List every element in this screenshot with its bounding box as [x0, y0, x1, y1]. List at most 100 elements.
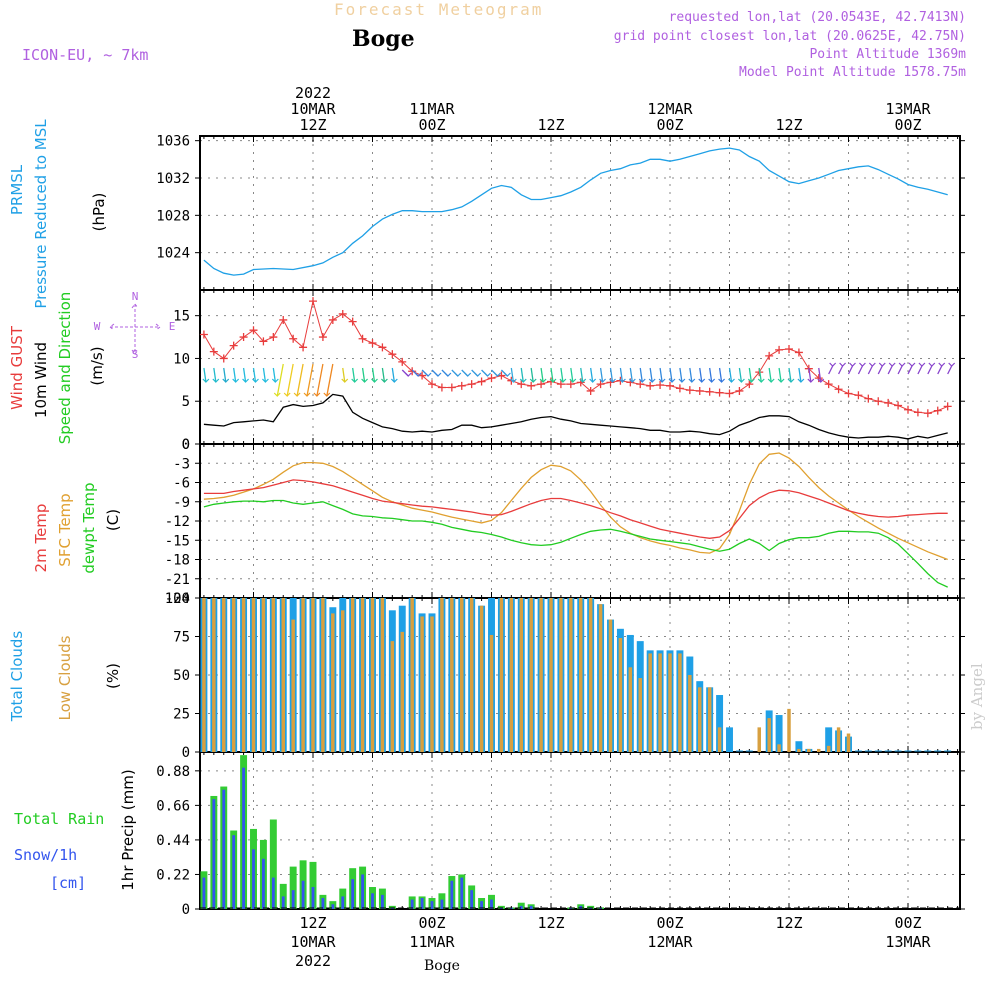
wind-gust-marker: [685, 386, 694, 395]
label-ms: (m/s): [88, 346, 106, 385]
wind-direction-arrowhead: [708, 378, 716, 383]
label-c: (C): [104, 509, 122, 531]
wind-direction-arrowhead: [878, 362, 886, 367]
wind-direction-arrow: [371, 367, 376, 383]
wind-frame: [199, 289, 961, 445]
low-clouds-bar: [549, 598, 553, 752]
snow-bar: [450, 880, 454, 909]
wind-gust-marker: [864, 394, 873, 403]
label-hpa: (hPa): [90, 193, 108, 232]
wind-direction-arrowhead: [351, 378, 359, 383]
precip-ytick-label: 0.66: [156, 798, 190, 814]
wind-gust-marker: [725, 389, 734, 398]
wind-gust-line: [203, 300, 948, 414]
low-clouds-bar: [628, 667, 633, 752]
total-clouds-bar: [775, 715, 783, 752]
label-snow-unit: [cm]: [50, 874, 86, 892]
wind-direction-arrowhead: [797, 378, 805, 383]
wind-direction-arrow: [897, 365, 903, 375]
clouds-ytick-label: 25: [173, 707, 190, 723]
bottom-time-label: 12Z: [299, 914, 326, 932]
low-clouds-bar: [638, 678, 642, 752]
wind-direction-arrowhead: [509, 378, 517, 383]
low-clouds-bar: [688, 675, 692, 752]
compass-e: E: [169, 320, 176, 333]
low-clouds-bar: [440, 598, 444, 752]
wind-gust-marker: [705, 387, 714, 396]
low-clouds-bar: [301, 598, 305, 752]
top-time-label: 11MAR: [409, 100, 455, 118]
label-total-rain: Total Rain: [14, 810, 104, 828]
wind-gust-marker: [199, 330, 208, 339]
wind-direction-arrowhead: [858, 362, 866, 367]
wind-direction-arrow: [342, 367, 346, 383]
wind-gust-marker: [794, 348, 803, 357]
wind-direction-arrow: [877, 365, 883, 375]
wind-direction-arrowhead: [414, 372, 422, 377]
wind-gust-marker: [309, 297, 317, 306]
label-speed-direction: Speed and Direction: [56, 292, 74, 445]
wind-direction-arrowhead: [618, 378, 626, 383]
wind-gust-marker: [537, 380, 546, 389]
wind-gust-marker: [279, 315, 288, 324]
wind-direction-arrowhead: [371, 378, 378, 383]
wind-direction-arrow: [857, 365, 863, 375]
snow-bar: [579, 905, 583, 909]
low-clouds-bar: [608, 619, 613, 752]
temperature-ytick-label: -21: [165, 572, 190, 588]
low-clouds-bar: [410, 598, 414, 752]
wind-direction-arrowhead: [777, 378, 785, 383]
wind-direction-arrow: [828, 365, 834, 375]
wind-gust-marker: [913, 408, 922, 417]
wind-gust-marker: [388, 350, 397, 359]
wind-direction-arrow: [223, 367, 227, 383]
low-clouds-bar: [400, 631, 404, 752]
wind-gust-marker: [318, 333, 327, 342]
snow-bar: [321, 898, 325, 909]
wind-direction-arrowhead: [918, 362, 926, 367]
label-wind-gust: Wind GUST: [8, 325, 26, 410]
low-clouds-bar: [222, 598, 226, 752]
precip-ytick-label: 0.88: [156, 764, 190, 780]
precip-panel: 0 0.22 0.44 0.66 0.88: [156, 751, 965, 918]
low-clouds-bar: [717, 727, 722, 752]
wind-direction-arrowhead: [747, 378, 755, 383]
wind-gust-marker: [467, 380, 476, 389]
wind-gust-marker: [715, 388, 724, 397]
low-clouds-bar: [588, 598, 593, 752]
wind-direction-arrow: [316, 363, 324, 397]
wind-direction-arrow: [728, 367, 733, 383]
low-clouds-bar: [757, 727, 761, 752]
wind-direction-arrow: [306, 363, 314, 397]
wind-direction-arrow: [847, 365, 854, 375]
low-clouds-bar: [648, 653, 652, 752]
low-clouds-bar: [271, 598, 276, 752]
top-time-label: 12MAR: [647, 100, 693, 118]
temperature-ytick-label: -24: [165, 591, 190, 607]
wind-direction-arrowhead: [868, 362, 876, 367]
rain-bar: [309, 861, 317, 909]
low-clouds-bar: [350, 598, 355, 752]
wind-gust-marker: [348, 317, 357, 326]
low-clouds-bar: [460, 598, 464, 752]
wind-direction-arrowhead: [539, 378, 547, 383]
wind-direction-arrow: [272, 367, 276, 383]
wind-direction-arrowhead: [787, 378, 795, 383]
snow-bar: [430, 901, 434, 909]
top-time-label: 13MAR: [885, 100, 931, 118]
temperature-ytick-label: -6: [173, 476, 190, 492]
wind-gust-marker: [457, 381, 466, 390]
snow-bar: [222, 789, 226, 909]
wind-direction-arrow: [262, 367, 267, 383]
wind-gust-marker: [239, 333, 248, 342]
pressure-ytick-label: 1024: [156, 246, 190, 262]
bottom-time-label: 12MAR: [647, 933, 693, 951]
top-time-label: 2022: [295, 84, 331, 102]
top-time-label: 00Z: [656, 116, 683, 134]
wind-gust-marker: [834, 385, 843, 394]
wind-direction-arrow: [391, 367, 395, 383]
wind-direction-arrow: [286, 363, 294, 397]
temperature-ytick-label: -3: [173, 456, 190, 472]
wind-direction-arrowhead: [503, 372, 511, 377]
dewpt-temp-line: [203, 499, 948, 588]
